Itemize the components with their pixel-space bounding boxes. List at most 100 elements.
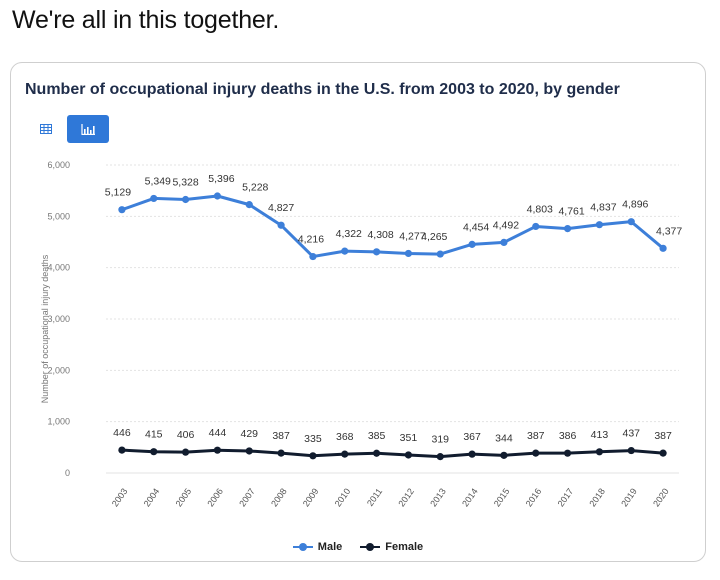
female-data-label: 387 [527,430,545,442]
bar-chart-icon [81,123,95,135]
female-point [627,446,635,455]
male-point [181,195,190,204]
chart-title: Number of occupational injury deaths in … [25,81,620,98]
legend-label: Male [317,541,343,553]
female-point [595,448,604,456]
male-data-label: 4,216 [298,234,324,246]
y-tick-label: 5,000 [47,211,70,221]
chart-legend: Male Female [11,541,705,553]
male-point [372,248,381,256]
female-data-label: 335 [304,433,322,445]
male-point [595,221,604,229]
male-data-label: 4,761 [558,206,584,218]
x-tick-label: 2012 [396,486,416,508]
female-point [181,448,190,456]
male-data-label: 4,837 [590,202,616,214]
male-data-label: 4,277 [399,230,425,242]
x-tick-label: 2014 [460,486,480,508]
female-point [500,451,508,459]
female-data-label: 415 [145,429,163,441]
male-data-label: 4,377 [656,225,682,237]
female-data-label: 387 [654,430,672,442]
female-point [532,449,540,457]
x-tick-label: 2010 [333,486,353,508]
x-tick-label: 2006 [205,486,225,508]
male-point [309,252,317,261]
male-data-label: 4,308 [367,229,393,241]
x-tick-label: 2009 [301,486,321,508]
female-data-label: 437 [622,428,640,440]
x-tick-label: 2016 [524,486,544,508]
female-point [341,450,349,458]
post-caption: We're all in this together. [12,6,280,34]
x-tick-label: 2011 [365,486,384,508]
legend-swatch [292,542,313,552]
female-data-label: 386 [559,430,577,442]
female-data-label: 444 [209,427,227,439]
chart-view-button[interactable] [67,115,109,143]
male-data-label: 5,349 [145,175,171,187]
male-data-label: 4,827 [268,202,294,214]
female-point [277,449,285,457]
male-data-label: 4,896 [622,199,648,211]
female-point [404,451,413,459]
female-point [468,450,476,458]
x-tick-label: 2019 [619,486,639,508]
female-data-label: 413 [591,429,609,441]
male-data-label: 4,322 [336,228,362,240]
female-data-label: 446 [113,427,131,439]
female-point [309,452,317,460]
female-data-label: 406 [177,429,195,441]
female-data-label: 368 [336,431,354,443]
female-data-label: 367 [463,431,481,443]
male-data-label: 5,129 [105,187,131,199]
y-axis-label: Number of occupational injury deaths [40,254,50,403]
male-point [436,250,444,258]
male-point [563,225,572,233]
female-point [150,448,158,456]
legend-item[interactable]: Male [292,541,343,553]
x-tick-label: 2013 [428,486,448,508]
female-data-label: 319 [431,434,449,446]
x-tick-label: 2005 [174,486,194,508]
male-data-label: 4,492 [493,219,519,231]
male-data-label: 4,454 [463,221,489,233]
y-tick-label: 0 [65,468,70,478]
table-view-button[interactable] [25,115,67,143]
x-tick-label: 2004 [142,486,162,508]
female-point [118,446,126,454]
male-point [532,222,540,231]
female-point [436,453,444,461]
x-tick-label: 2017 [556,486,576,508]
female-data-label: 429 [240,428,258,440]
male-data-label: 5,228 [242,182,268,194]
female-series-line [121,448,664,459]
line-chart: 0 1,000 2,000 3,000 4,000 5,000 6,000 Number of… [40,160,682,509]
male-point [150,194,158,203]
y-tick-label: 2,000 [47,365,70,375]
female-point [659,449,667,457]
male-point [213,192,222,200]
x-tick-label: 2020 [651,486,671,508]
female-point [372,449,381,457]
female-point [213,446,222,454]
female-data-label: 385 [368,430,386,442]
x-tick-label: 2015 [492,486,512,508]
male-point [118,206,126,214]
legend-swatch [360,542,381,552]
y-tick-label: 1,000 [47,417,70,427]
female-point [563,449,572,457]
male-point [500,238,508,247]
y-tick-label: 3,000 [47,314,70,324]
female-point [245,447,253,455]
male-point [277,221,285,229]
male-data-label: 4,803 [527,203,553,215]
legend-item[interactable]: Female [360,541,423,553]
female-data-label: 344 [495,432,513,444]
x-tick-label: 2003 [110,486,130,508]
female-data-label: 387 [272,430,290,442]
male-point [627,218,635,226]
table-icon [40,124,52,134]
x-tick-label: 2018 [587,486,607,508]
x-tick-label: 2008 [269,486,289,508]
